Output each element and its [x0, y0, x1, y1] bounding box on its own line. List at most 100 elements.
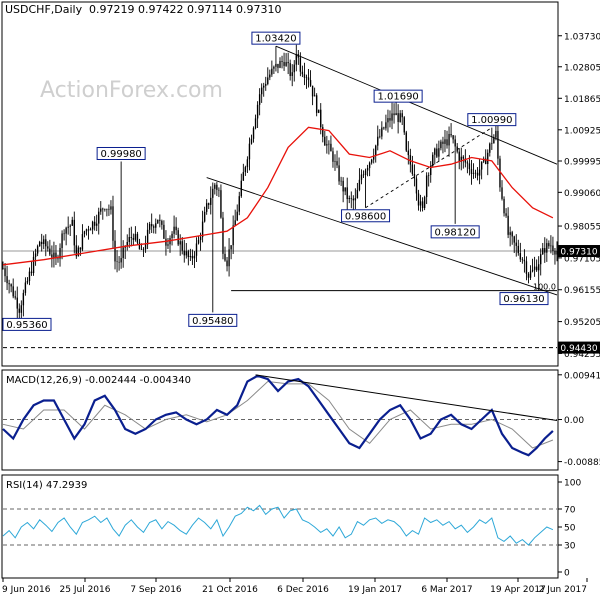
candle-body	[59, 247, 61, 259]
price-label-box	[2, 317, 52, 331]
candle-body	[28, 271, 31, 281]
candle-body	[181, 241, 183, 251]
candle-body	[205, 203, 208, 212]
candle-body	[311, 85, 314, 97]
candle-body	[468, 163, 471, 170]
candle-body	[273, 66, 275, 69]
candle-body	[189, 255, 192, 258]
candle-body	[142, 249, 145, 250]
candle-body	[63, 233, 65, 235]
candle-body	[417, 193, 420, 206]
price-tick-label: 1.03730	[564, 32, 600, 42]
candle-body	[550, 245, 552, 247]
candle-body	[218, 189, 220, 191]
candle-body	[140, 249, 143, 250]
candle-body	[201, 221, 204, 238]
candle-body	[527, 273, 530, 278]
support-text: 0.94430	[560, 344, 597, 354]
candle-body	[317, 109, 320, 113]
candle-body	[91, 221, 94, 230]
candle-body	[305, 77, 308, 79]
candle-body	[285, 62, 287, 66]
candle-body	[515, 242, 517, 246]
candle-body	[452, 135, 454, 140]
candle-body	[313, 95, 316, 97]
candle-body	[49, 248, 51, 255]
last-price-marker: 0.97310	[558, 245, 600, 258]
candle-body	[348, 198, 350, 200]
price-label-box	[430, 225, 480, 239]
candle-body	[248, 143, 251, 160]
candle-body	[456, 146, 458, 152]
candle-body	[450, 133, 452, 136]
price-tick-label: 1.02805	[564, 63, 600, 73]
candle-body	[432, 154, 434, 166]
x-tick-label: 9 Jun 2016	[2, 585, 51, 595]
candle-body	[360, 174, 363, 180]
candle-body	[136, 233, 139, 243]
candle-body	[411, 164, 414, 174]
candle-body	[497, 130, 499, 159]
candle-body	[540, 254, 542, 265]
price-tick-label: 1.00925	[564, 126, 600, 136]
price-label-text: 0.95360	[6, 320, 47, 331]
candle-body	[438, 148, 440, 157]
candle-body	[436, 148, 438, 157]
candle-body	[281, 60, 283, 62]
x-axis: 9 Jun 2016 25 Jul 2016 7 Sep 2016 21 Oct 20…	[2, 578, 588, 595]
candle-body	[163, 224, 165, 239]
price-label-box	[499, 292, 549, 306]
candle-body	[480, 161, 483, 170]
candle-body	[324, 136, 326, 146]
candle-body	[546, 243, 548, 253]
macd-tick-label: -0.008852	[564, 458, 600, 468]
candle-body	[513, 236, 515, 243]
rsi-line	[2, 504, 554, 546]
candle-body	[425, 175, 428, 198]
candle-body	[340, 180, 342, 182]
candle-body	[342, 180, 344, 192]
candle-body	[153, 226, 155, 228]
dashed-trendline	[365, 127, 493, 209]
candle-body	[427, 175, 430, 176]
candle-body	[250, 138, 253, 144]
candle-body	[240, 180, 243, 197]
candle-body	[12, 286, 14, 297]
candle-body	[350, 198, 352, 199]
candle-body	[430, 165, 432, 176]
support-marker: 0.94430	[558, 341, 600, 354]
candle-body	[297, 54, 300, 58]
rsi-tick-label: 0	[564, 569, 570, 579]
candle-body	[372, 155, 375, 160]
candle-body	[195, 243, 198, 256]
candle-body	[252, 128, 255, 139]
candle-body	[517, 245, 520, 254]
candle-body	[303, 74, 306, 78]
price-label-text: 0.96130	[503, 294, 544, 305]
candle-body	[283, 61, 285, 66]
candle-body	[442, 141, 444, 144]
macd-trendline	[255, 374, 558, 421]
candle-body	[279, 60, 281, 68]
candle-body	[177, 230, 179, 245]
candle-body	[397, 113, 399, 122]
candle-body	[185, 251, 188, 256]
candle-body	[183, 250, 185, 256]
price-label-text: 1.03420	[255, 34, 296, 45]
candle-body	[344, 187, 346, 192]
candle-body	[130, 237, 133, 238]
candle-body	[118, 261, 120, 263]
candle-body	[375, 145, 377, 156]
candle-body	[301, 71, 304, 75]
candle-body	[377, 136, 379, 146]
candle-body	[352, 198, 355, 201]
candle-body	[214, 184, 216, 189]
price-tick-label: 0.98055	[564, 223, 600, 233]
candle-body	[346, 187, 348, 200]
candle-body	[401, 113, 403, 118]
candle-body	[45, 239, 47, 247]
candle-body	[267, 77, 269, 85]
candle-body	[385, 122, 387, 129]
candle-body	[440, 141, 442, 149]
candle-body	[175, 226, 177, 231]
